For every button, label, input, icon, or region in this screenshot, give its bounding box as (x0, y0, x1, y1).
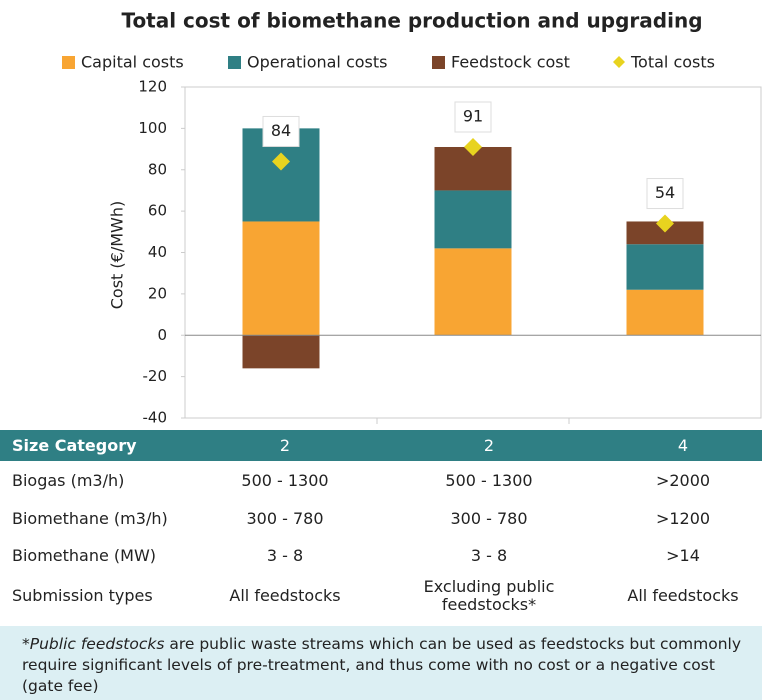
y-tick-label: -40 (143, 409, 168, 426)
bar-segment (626, 244, 704, 290)
table-cell: 500 - 1300 (445, 471, 533, 490)
table-cell: >2000 (655, 471, 711, 490)
legend-label: Capital costs (81, 53, 184, 72)
table-row: Biogas (m3/h) 500 - 1300 500 - 1300 >2000 (0, 464, 762, 498)
row-label: Biomethane (MW) (12, 546, 157, 565)
chart: Total cost of biomethane production and … (62, 9, 762, 426)
legend-swatch (613, 56, 625, 68)
table-cell: 2 (483, 435, 495, 455)
y-tick-label: 100 (138, 119, 167, 137)
total-marker (272, 152, 290, 171)
data-label-box (454, 101, 492, 133)
table-cell: 300 - 780 (246, 509, 324, 528)
data-label-box (646, 178, 684, 210)
table-cell: >14 (666, 546, 700, 565)
row-label: Submission types (12, 586, 153, 605)
y-tick-label: 80 (148, 160, 167, 178)
bar-segment (626, 289, 704, 336)
legend-swatch (62, 56, 75, 69)
footnote: *Public feedstocks are public waste stre… (0, 626, 762, 700)
row-label: Size Category (12, 435, 137, 455)
data-label: 84 (271, 121, 291, 140)
bar-segment (242, 335, 320, 369)
table-cell: >1200 (655, 509, 711, 528)
data-label: 91 (463, 106, 483, 125)
table-cell: 4 (677, 435, 689, 455)
y-tick-label: 40 (148, 243, 167, 261)
y-tick-label: 120 (138, 78, 167, 96)
table-cell: 2 (279, 435, 291, 455)
table-cell: All feedstocks (229, 586, 341, 605)
table-row: Biomethane (MW) 3 - 8 3 - 8 >14 (0, 539, 762, 573)
y-tick-label: 0 (157, 326, 167, 344)
total-marker (656, 214, 674, 233)
chart-title: Total cost of biomethane production and … (121, 9, 702, 33)
legend-label: Operational costs (247, 53, 388, 72)
note-emphasis: *Public feedstocks (22, 635, 165, 653)
bar-segment (434, 190, 512, 249)
table-cell: 3 - 8 (470, 546, 508, 565)
bar-segment (626, 221, 704, 245)
y-tick-label: -20 (143, 367, 168, 385)
y-tick-label: 60 (148, 202, 167, 220)
y-axis-label: Cost (€/MWh) (108, 201, 127, 309)
legend-label: Total costs (630, 53, 715, 72)
legend-swatch (228, 56, 241, 69)
row-label: Biogas (m3/h) (12, 471, 125, 490)
legend-swatch (432, 56, 445, 69)
legend-label: Feedstock cost (451, 53, 570, 72)
row-label: Biomethane (m3/h) (12, 509, 168, 528)
table-cell: Excluding public feedstocks* (423, 577, 555, 614)
table-row: Biomethane (m3/h) 300 - 780 300 - 780 >1200 (0, 502, 762, 536)
table-cell: 500 - 1300 (241, 471, 329, 490)
table-cell: 300 - 780 (450, 509, 528, 528)
total-marker (464, 137, 482, 156)
data-label: 54 (655, 183, 675, 202)
y-tick-label: 20 (148, 284, 167, 302)
table-cell: All feedstocks (627, 586, 739, 605)
table-header: Size Category 2 2 4 (0, 430, 762, 461)
bar-segment (242, 221, 320, 336)
data-label-box (262, 115, 300, 147)
bar-segment (434, 248, 512, 336)
table-row: Submission types All feedstocks Excluding … (0, 577, 762, 614)
note-text: are public waste streams which can be us… (22, 635, 742, 695)
table-cell: 3 - 8 (266, 546, 304, 565)
